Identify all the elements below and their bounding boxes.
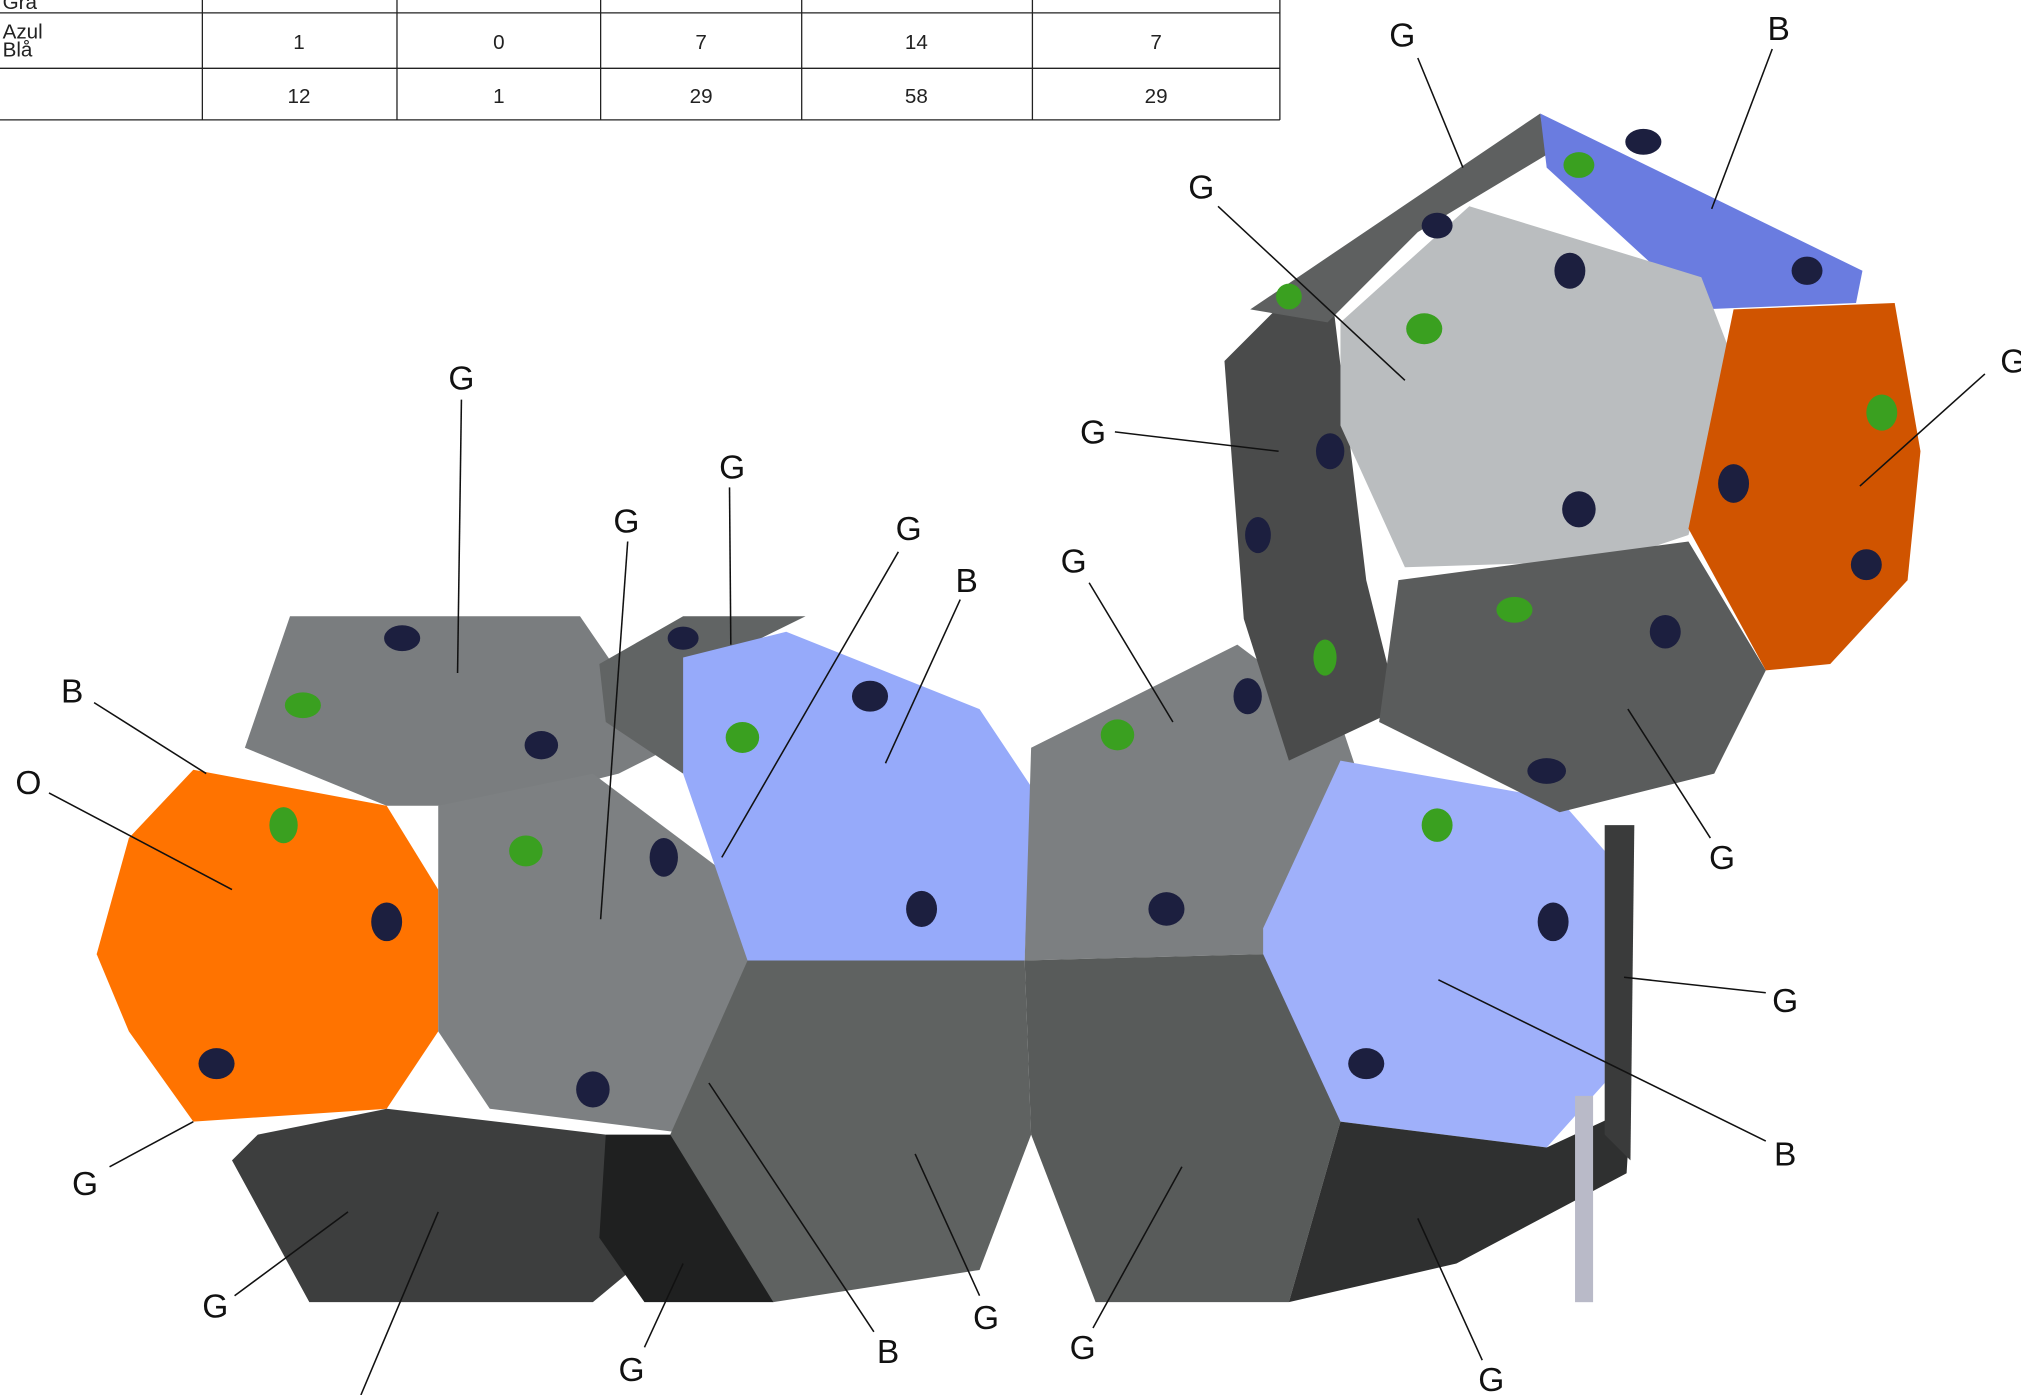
callout-line	[1088, 582, 1174, 723]
face	[1540, 113, 1863, 310]
callout-label: G	[1070, 1330, 1096, 1367]
callout-line	[234, 1211, 349, 1297]
callout-line	[728, 487, 732, 645]
face	[96, 769, 439, 1122]
face	[1263, 760, 1605, 1148]
row-label: Grå	[3, 0, 38, 14]
callout-label: B	[877, 1334, 899, 1371]
callout-label: G	[448, 360, 474, 397]
cell: 58	[905, 85, 928, 108]
callout-line	[1710, 48, 1773, 210]
callout-line	[1627, 708, 1712, 839]
callout-line	[456, 399, 463, 674]
callout-line	[721, 551, 900, 858]
callout-line	[48, 792, 233, 891]
face	[599, 1134, 774, 1303]
callout-line	[1217, 205, 1406, 381]
callout-line	[643, 1263, 684, 1348]
callout-label: G	[973, 1300, 999, 1337]
face	[1340, 206, 1734, 568]
callout-line	[1417, 57, 1464, 168]
holds	[269, 152, 1898, 867]
face	[1379, 541, 1766, 813]
face	[1224, 257, 1399, 761]
row-label: Azul	[3, 21, 43, 44]
cell: 1	[293, 31, 304, 54]
cell: 12	[288, 85, 311, 108]
callout-line	[1438, 979, 1767, 1142]
callout-line	[93, 702, 207, 775]
callout-label: G	[202, 1289, 228, 1326]
callout-label: G	[1080, 415, 1106, 452]
cell: 7	[695, 31, 706, 54]
callout-line	[1417, 1218, 1483, 1361]
cell: 7	[1150, 31, 1161, 54]
callout-label: G	[1061, 543, 1087, 580]
face	[1604, 825, 1635, 1161]
callout-line	[914, 1153, 981, 1297]
face	[232, 1108, 671, 1303]
callout-label: B	[955, 563, 977, 600]
face	[1250, 113, 1547, 323]
callout-label: G	[1389, 17, 1415, 54]
row-label: Blå	[3, 39, 33, 62]
callout-label: G	[1188, 170, 1214, 207]
callout-label: G	[1772, 983, 1798, 1020]
callout-line	[360, 1211, 439, 1395]
cell: 0	[493, 31, 504, 54]
face	[683, 631, 1032, 961]
callout-line	[599, 541, 629, 920]
callout-label: B	[1774, 1137, 1796, 1174]
callout-line	[708, 1082, 875, 1333]
cell: 29	[690, 85, 713, 108]
pole	[1575, 1095, 1594, 1303]
callout-line	[1623, 976, 1766, 994]
callout-line	[1092, 1166, 1183, 1329]
callout-label: G	[719, 449, 745, 486]
callout-label: G	[619, 1352, 645, 1389]
callout-label: O	[15, 765, 41, 802]
callout-line	[1114, 431, 1279, 453]
face	[1288, 1108, 1631, 1303]
cell: 29	[1145, 85, 1168, 108]
face	[244, 616, 671, 806]
cell: 14	[905, 31, 928, 54]
callout-label: G	[613, 503, 639, 540]
face	[1024, 954, 1341, 1303]
callout-label: G	[1709, 840, 1735, 877]
callout-line	[109, 1120, 194, 1168]
callout-label: G	[1478, 1362, 1504, 1395]
face	[644, 960, 1032, 1303]
callout-label: G	[2000, 344, 2021, 381]
climbing-model	[96, 113, 1921, 1395]
callout-label: G	[896, 511, 922, 548]
callout-line	[1859, 373, 1986, 487]
callout-label: B	[61, 674, 83, 711]
callout-label: G	[72, 1166, 98, 1203]
callout-label: B	[1768, 11, 1790, 48]
callout-line	[884, 599, 961, 764]
cell: 1	[493, 85, 504, 108]
holds	[198, 128, 1882, 1108]
